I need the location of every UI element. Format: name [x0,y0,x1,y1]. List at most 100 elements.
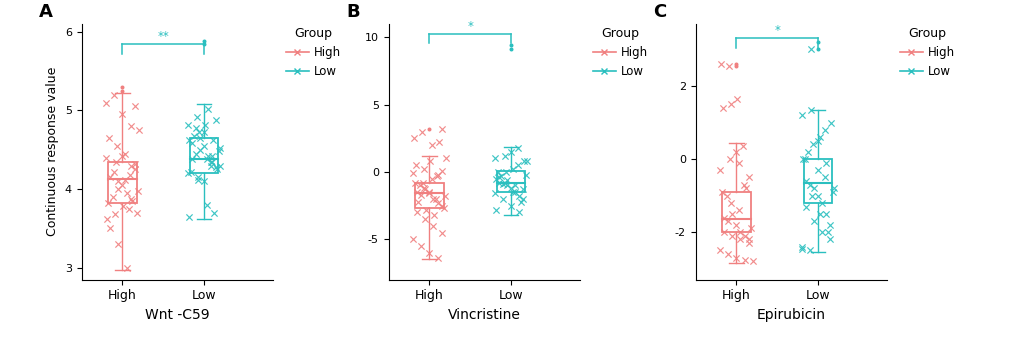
Point [212,163,228,168]
Bar [190,138,218,173]
Point [504,189,521,195]
Point [502,186,519,191]
Point [811,134,827,140]
Point [719,251,736,257]
Point [118,265,135,270]
Bar [415,183,443,208]
Text: *: * [467,20,473,33]
Point [513,199,529,204]
Point [502,47,519,52]
Point [413,243,429,249]
Point [801,248,817,253]
Point [817,211,834,217]
Point [405,237,421,242]
Legend: High, Low: High, Low [897,25,957,80]
X-axis label: Epirubicin: Epirubicin [756,308,825,322]
Text: A: A [40,3,53,21]
Bar [496,171,525,192]
Point [421,191,437,196]
Point [116,151,132,157]
Point [416,186,432,191]
Point [803,193,819,198]
Point [734,144,750,149]
Point [114,112,130,117]
Point [717,193,734,198]
Point [115,204,131,209]
Point [423,142,439,148]
Point [429,255,445,261]
Point [114,153,130,159]
Point [809,167,825,173]
Point [496,153,513,159]
Point [511,210,527,215]
Text: B: B [346,3,360,21]
Point [488,176,504,181]
Point [436,193,452,199]
Point [425,223,441,228]
Point [434,126,450,132]
Point [740,237,756,242]
Point [793,113,809,118]
Point [823,189,840,195]
Point [433,203,449,208]
Point [490,180,506,186]
Point [802,47,818,52]
Point [118,190,135,196]
Point [197,122,213,127]
Point [110,179,126,184]
Point [185,133,202,138]
Point [508,145,525,150]
Point [515,187,531,192]
Point [430,172,446,177]
Point [721,102,738,107]
Point [510,162,526,168]
Point [736,233,752,238]
Point [433,230,449,235]
Point [120,206,137,211]
Point [196,39,212,44]
Point [498,177,515,183]
Point [515,196,531,202]
Point [427,196,443,202]
Point [809,40,825,45]
Point [187,151,204,157]
Point [431,139,447,145]
Point [413,192,429,197]
Point [822,120,839,125]
Point [406,136,422,141]
Point [106,92,122,98]
Point [415,166,431,172]
Point [204,159,220,164]
Legend: High, Low: High, Low [283,25,343,80]
Point [98,100,114,105]
Point [183,157,200,162]
Point [809,47,825,52]
Point [206,210,222,216]
Point [496,180,513,186]
Point [101,135,117,141]
Point [797,204,813,209]
Point [102,175,118,180]
Point [825,186,842,191]
Point [801,182,817,187]
Point [110,241,126,247]
Point [198,202,214,208]
Point [502,43,519,48]
Point [489,169,505,175]
Point [516,159,532,164]
Text: C: C [653,3,666,21]
Point [793,244,809,250]
Bar [721,192,750,232]
Point [421,126,437,132]
Point [809,138,825,144]
Point [494,196,511,202]
Bar [803,159,832,203]
Point [486,156,502,161]
Point [736,257,752,262]
Point [104,194,120,200]
Point [817,160,834,165]
Point [813,229,829,235]
Point [123,196,140,201]
Point [728,61,744,67]
Point [519,159,535,164]
